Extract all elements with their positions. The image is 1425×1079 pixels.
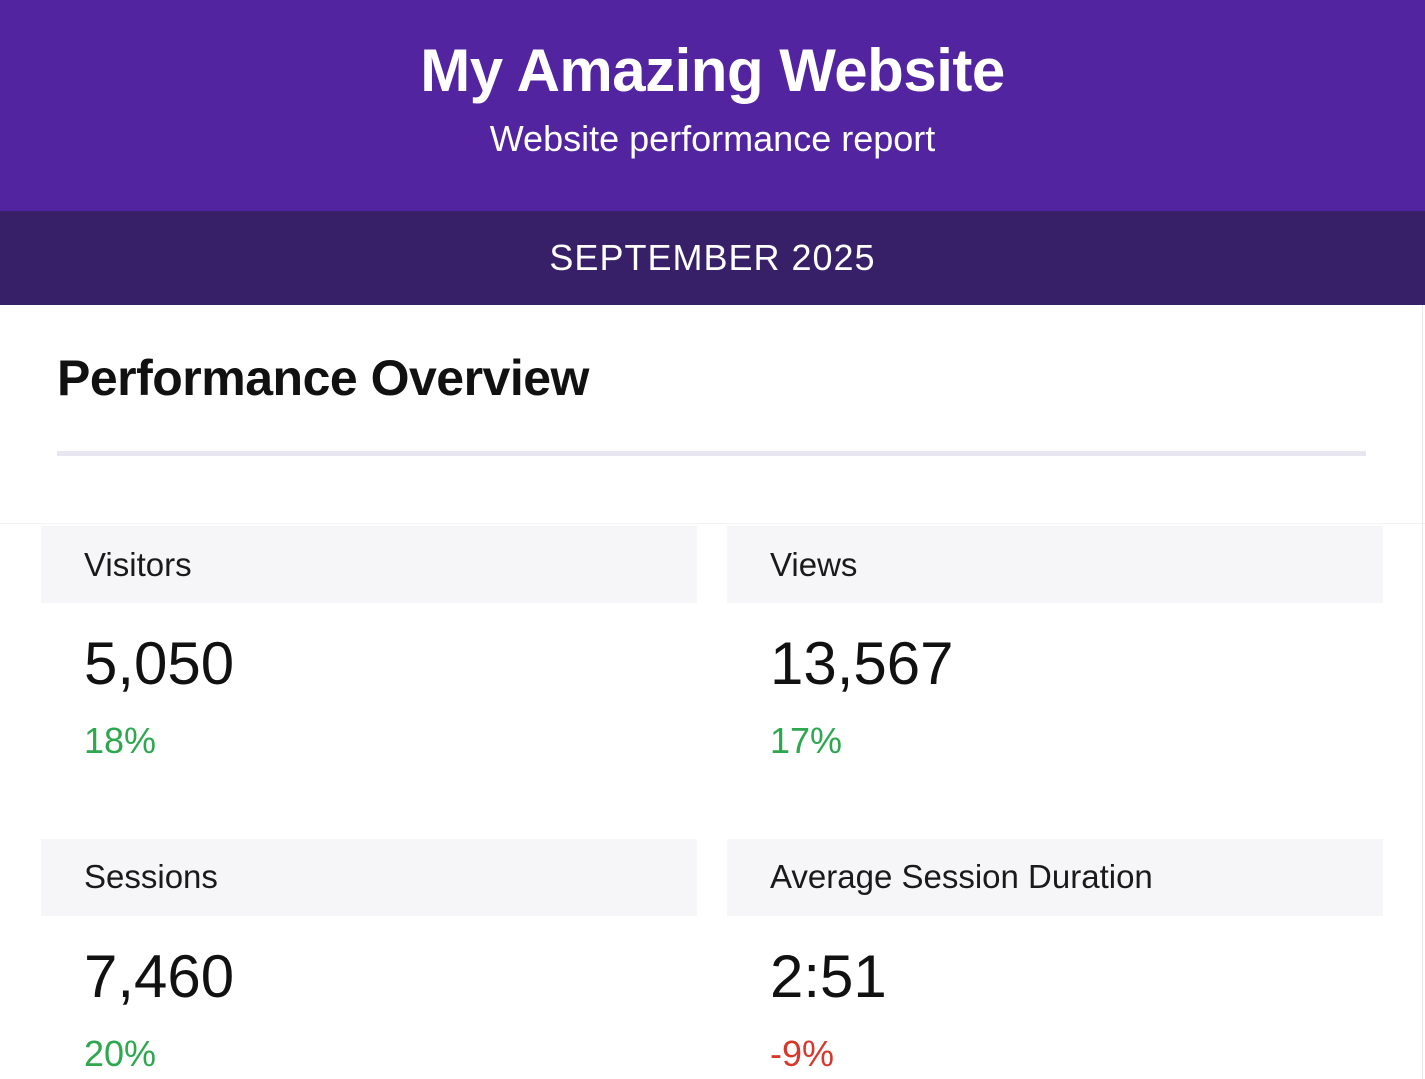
- metric-label: Views: [770, 545, 858, 583]
- metric-label-band: Visitors: [41, 526, 697, 603]
- section-divider: [57, 451, 1366, 456]
- period-label: SEPTEMBER 2025: [549, 237, 876, 278]
- report-subtitle: Website performance report: [489, 118, 936, 159]
- metric-card-views: Views 13,567 17%: [727, 526, 1383, 761]
- metric-label-band: Sessions: [41, 838, 697, 916]
- metric-label: Visitors: [84, 545, 192, 583]
- period-band: SEPTEMBER 2025: [0, 211, 1425, 305]
- metric-value: 5,050: [84, 630, 235, 697]
- metrics-grid: Visitors 5,050 18% Views 13,567 17% Sess…: [41, 526, 1383, 1073]
- site-title: My Amazing Website: [420, 37, 1005, 104]
- faint-section-rule: [0, 523, 1425, 524]
- section-title: Performance Overview: [57, 350, 589, 406]
- report-header: My Amazing Website Website performance r…: [0, 0, 1425, 211]
- metric-label: Average Session Duration: [770, 858, 1153, 896]
- metric-value: 2:51: [770, 942, 887, 1010]
- metric-change: 20%: [84, 1032, 157, 1074]
- metric-value: 7,460: [84, 942, 235, 1010]
- metric-label-band: Average Session Duration: [727, 838, 1383, 916]
- metric-card-visitors: Visitors 5,050 18%: [41, 526, 697, 761]
- report-content: Performance Overview Visitors 5,050 18% …: [0, 348, 1425, 1073]
- metric-change: -9%: [770, 1032, 835, 1074]
- page-edge-border: [1422, 305, 1423, 1079]
- metric-change: 18%: [84, 720, 157, 761]
- metric-change: 17%: [770, 720, 843, 761]
- metric-card-avg-session-duration: Average Session Duration 2:51 -9%: [727, 838, 1383, 1074]
- metric-card-sessions: Sessions 7,460 20%: [41, 838, 697, 1074]
- metric-value: 13,567: [770, 630, 954, 697]
- metric-label: Sessions: [84, 858, 218, 896]
- metric-label-band: Views: [727, 526, 1383, 603]
